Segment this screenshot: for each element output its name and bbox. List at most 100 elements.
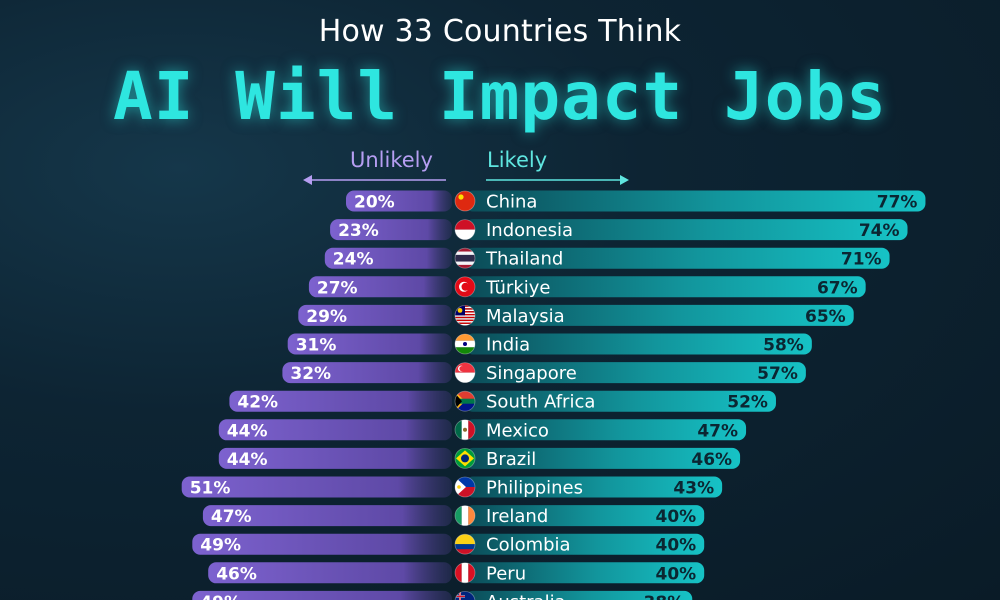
india-flag-icon [454, 333, 476, 355]
likely-bar [465, 304, 854, 326]
peru-flag-icon [454, 562, 476, 584]
bar-row-mexico: 44% 47% Mexico [218, 419, 747, 441]
unlikely-bar [298, 304, 452, 326]
legend-likely: Likely [487, 148, 548, 172]
legend-unlikely: Unlikely [350, 148, 433, 172]
unlikely-bar [308, 276, 452, 298]
colombia-flag-icon [454, 533, 476, 555]
unlikely-bar [282, 362, 452, 384]
country-label: Brazil [486, 449, 536, 470]
unlikely-arrow [303, 175, 446, 185]
unlikely-value-label: 20% [354, 193, 395, 213]
country-label: Philippines [486, 478, 583, 499]
likely-value-label: 43% [673, 479, 714, 499]
bar-row-australia: 49% 38% Australia [192, 590, 693, 600]
bar-row-turkiye: 27% 67% Türkiye [308, 276, 866, 298]
south-africa-flag-icon [454, 390, 476, 412]
bar-row-peru: 46% 40% Peru [208, 562, 705, 584]
likely-bar [465, 562, 705, 584]
unlikely-bar [218, 447, 452, 469]
unlikely-bar [229, 390, 452, 412]
country-label: Ireland [486, 506, 548, 527]
bar-row-malaysia: 29% 65% Malaysia [298, 304, 854, 327]
country-label: China [486, 192, 537, 213]
unlikely-value-label: 27% [317, 278, 358, 298]
likely-bar [465, 247, 890, 269]
unlikely-bar [192, 590, 452, 600]
chart-subtitle: How 33 Countries Think [318, 14, 682, 49]
likely-value-label: 52% [727, 393, 768, 413]
malaysia-flag-icon [454, 304, 476, 326]
singapore-flag-icon [454, 362, 476, 384]
unlikely-value-label: 32% [290, 364, 331, 384]
unlikely-bar [324, 247, 452, 269]
country-label: India [486, 335, 530, 356]
country-label: Malaysia [486, 306, 565, 327]
mexico-flag-icon [454, 419, 476, 441]
chart-title: AI Will Impact Jobs [113, 58, 887, 135]
bar-row-brazil: 44% 46% Brazil [218, 447, 741, 470]
unlikely-value-label: 47% [211, 507, 252, 527]
likely-value-label: 40% [655, 564, 696, 584]
unlikely-bar [346, 190, 452, 212]
unlikely-bar [181, 476, 452, 498]
unlikely-value-label: 42% [237, 393, 278, 413]
likely-bar [465, 505, 705, 527]
country-label: Mexico [486, 420, 549, 441]
country-label: Türkiye [485, 277, 551, 298]
likely-bar [465, 590, 693, 600]
country-label: Indonesia [486, 220, 573, 241]
country-label: South Africa [486, 392, 595, 413]
unlikely-bar [218, 419, 452, 441]
unlikely-value-label: 44% [227, 421, 268, 441]
ireland-flag-icon [454, 505, 476, 526]
bar-row-ireland: 47% 40% Ireland [202, 505, 705, 527]
unlikely-value-label: 29% [306, 307, 347, 327]
likely-bar [465, 533, 705, 555]
brazil-flag-icon [454, 447, 476, 469]
bar-row-singapore: 32% 57% Singapore [282, 362, 806, 384]
country-label: Colombia [486, 535, 571, 556]
likely-value-label: 71% [841, 250, 882, 270]
country-label: Singapore [486, 363, 577, 384]
thailand-flag-icon [454, 247, 476, 269]
unlikely-value-label: 44% [227, 450, 268, 470]
unlikely-bar [287, 333, 452, 355]
likely-bar [465, 276, 866, 298]
likely-arrow [486, 175, 629, 185]
likely-value-label: 77% [877, 193, 918, 213]
bar-row-thailand: 24% 71% Thailand [324, 247, 890, 270]
unlikely-value-label: 49% [200, 536, 241, 556]
unlikely-value-label: 51% [190, 479, 231, 499]
bar-row-indonesia: 23% 74% Indonesia [330, 219, 908, 241]
likely-bar [465, 419, 747, 441]
unlikely-bar [330, 219, 452, 241]
unlikely-value-label: 31% [296, 336, 337, 356]
likely-bar [465, 333, 812, 355]
bar-row-india: 31% 58% India [287, 333, 812, 356]
likely-bar [465, 219, 908, 241]
philippines-flag-icon [454, 476, 476, 498]
country-label: Australia [486, 592, 566, 600]
bar-row-china: 20% 77% China [346, 190, 926, 213]
unlikely-value-label: 24% [333, 250, 374, 270]
likely-value-label: 47% [697, 421, 738, 441]
australia-flag-icon [454, 591, 476, 600]
likely-value-label: 67% [817, 278, 858, 298]
unlikely-value-label: 49% [200, 593, 241, 600]
unlikely-value-label: 46% [216, 564, 257, 584]
turkiye-flag-icon [454, 276, 476, 298]
likely-bar [465, 476, 723, 498]
likely-bar [465, 390, 776, 412]
country-label: Peru [486, 563, 526, 584]
likely-value-label: 57% [757, 364, 798, 384]
likely-value-label: 40% [655, 507, 696, 527]
bar-row-philippines: 51% 43% Philippines [181, 476, 723, 499]
likely-value-label: 65% [805, 307, 846, 327]
likely-value-label: 58% [763, 336, 804, 356]
likely-bar [465, 447, 741, 469]
likely-value-label: 38% [644, 593, 685, 600]
likely-bar [465, 362, 806, 384]
likely-value-label: 46% [691, 450, 732, 470]
